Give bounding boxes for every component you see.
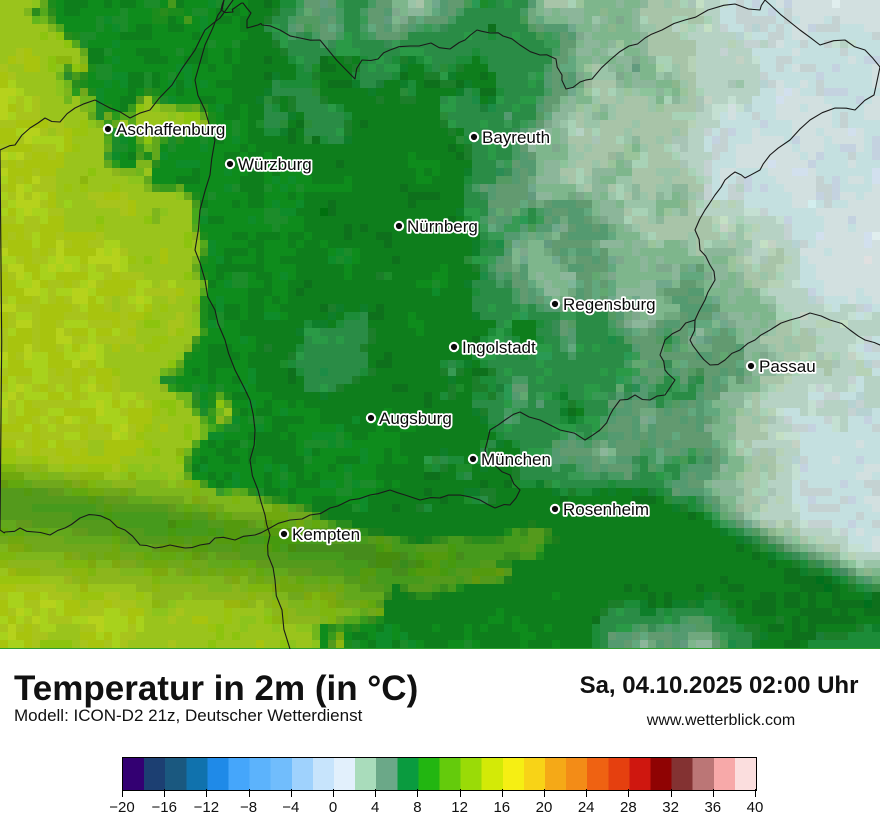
svg-text:Nürnberg: Nürnberg [407, 217, 478, 236]
svg-text:Augsburg: Augsburg [379, 409, 452, 428]
svg-text:Passau: Passau [759, 357, 816, 376]
svg-text:Bayreuth: Bayreuth [482, 128, 550, 147]
svg-text:Rosenheim: Rosenheim [563, 500, 649, 519]
svg-text:Würzburg: Würzburg [238, 155, 312, 174]
svg-text:Kempten: Kempten [292, 525, 360, 544]
svg-text:Ingolstadt: Ingolstadt [462, 338, 536, 357]
svg-text:Aschaffenburg: Aschaffenburg [116, 120, 225, 139]
svg-text:München: München [481, 450, 551, 469]
svg-text:Regensburg: Regensburg [563, 295, 656, 314]
